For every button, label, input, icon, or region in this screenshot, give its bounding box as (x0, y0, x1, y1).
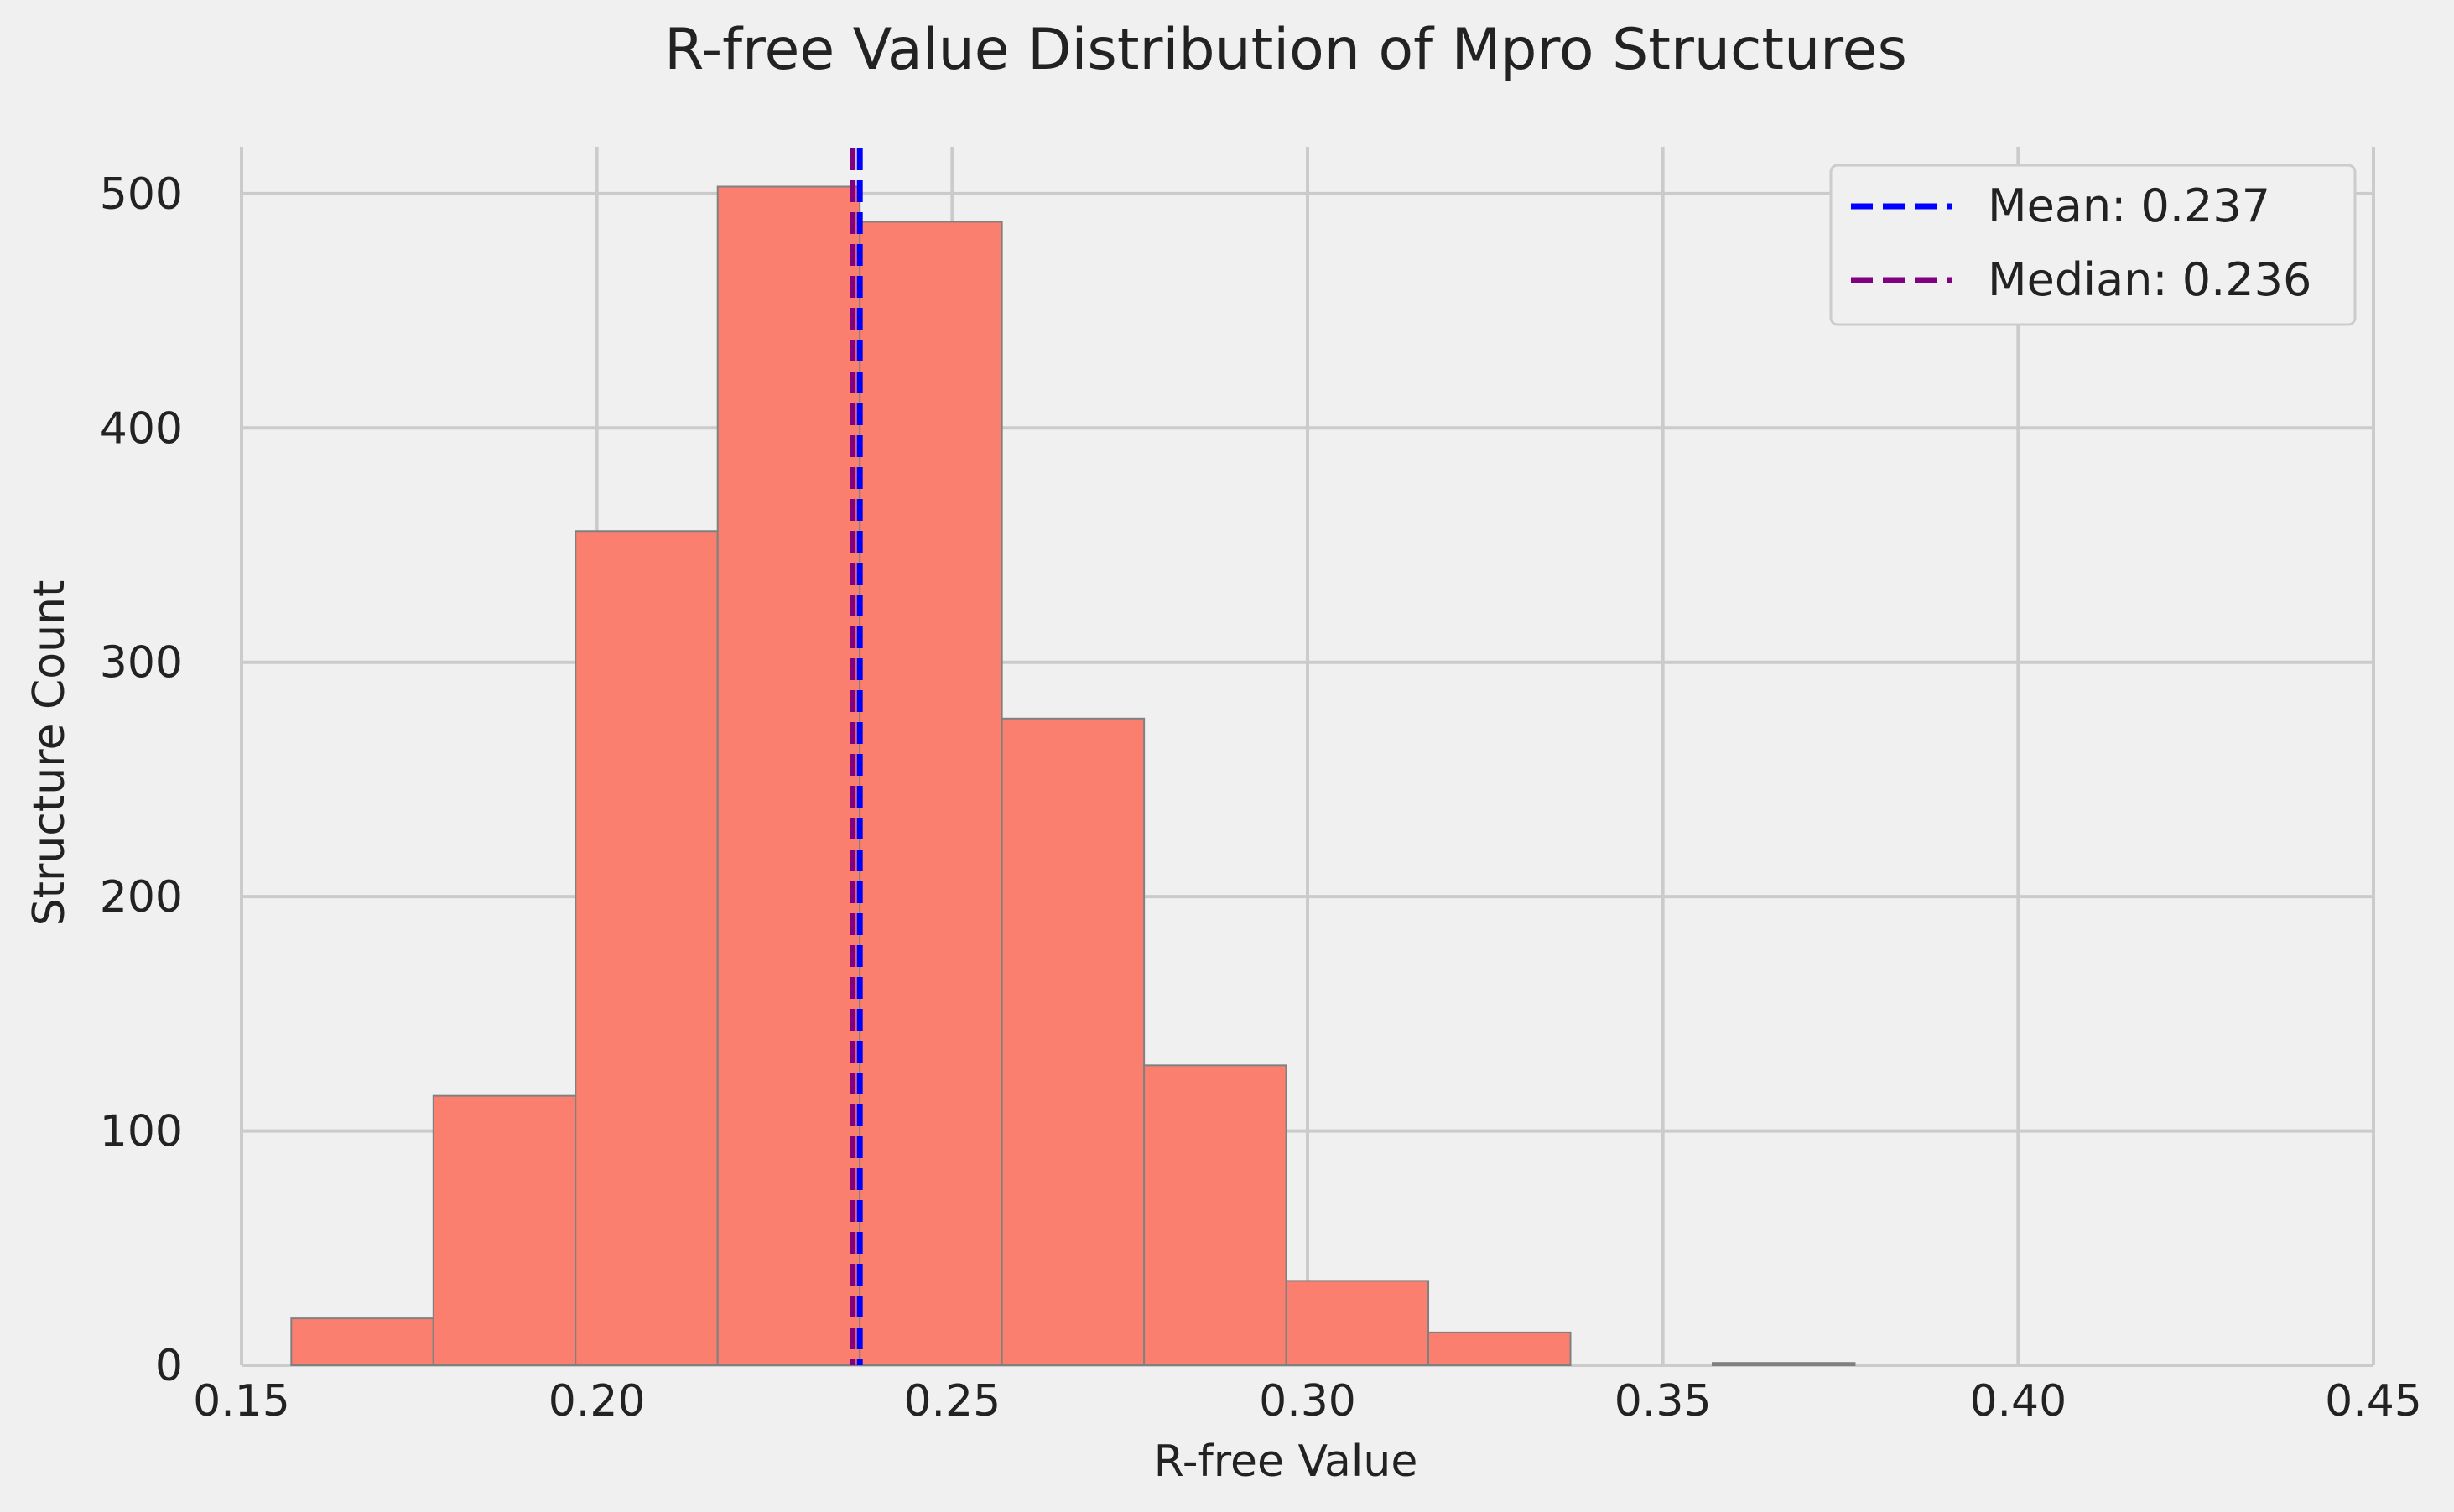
histogram-bar (1285, 1280, 1430, 1367)
y-tick-label: 300 (100, 638, 183, 688)
legend-frame (1829, 164, 2357, 326)
histogram-bar (859, 221, 1003, 1366)
y-tick-label: 200 (100, 872, 183, 922)
x-tick-label: 0.20 (549, 1376, 646, 1426)
histogram-bar (1427, 1331, 1572, 1366)
chart-title: R-free Value Distribution of Mpro Struct… (664, 17, 1907, 83)
x-tick-label: 0.15 (193, 1376, 290, 1426)
reference-lines (850, 148, 863, 1365)
y-axis-ticks: 0 100 200 300 400 500 (100, 169, 183, 1391)
y-tick-label: 500 (100, 169, 183, 220)
histogram-bar (716, 185, 861, 1366)
histogram-bar (290, 1317, 434, 1366)
histogram-bars (290, 185, 1856, 1367)
histogram-bar (1711, 1362, 1856, 1367)
x-tick-label: 0.45 (2325, 1376, 2422, 1426)
x-tick-label: 0.25 (903, 1376, 1001, 1426)
x-axis-label: R-free Value (1154, 1437, 1418, 1487)
x-tick-label: 0.40 (1969, 1376, 2067, 1426)
y-tick-label: 400 (100, 403, 183, 454)
histogram-bar (432, 1094, 577, 1366)
histogram-bar (1001, 717, 1146, 1366)
x-tick-label: 0.30 (1259, 1376, 1356, 1426)
legend-label-mean: Mean: 0.237 (1988, 179, 2270, 232)
y-axis-label: Structure Count (24, 580, 75, 927)
y-tick-label: 100 (100, 1107, 183, 1157)
y-tick-label: 0 (155, 1341, 183, 1391)
x-axis-ticks: 0.15 0.20 0.25 0.30 0.35 0.40 0.45 (193, 1376, 2422, 1426)
x-tick-label: 0.35 (1614, 1376, 1712, 1426)
legend: Mean: 0.237 Median: 0.236 (1829, 164, 2357, 326)
histogram-bar (575, 530, 719, 1366)
legend-label-median: Median: 0.236 (1988, 253, 2311, 306)
histogram-bar (1143, 1064, 1287, 1367)
